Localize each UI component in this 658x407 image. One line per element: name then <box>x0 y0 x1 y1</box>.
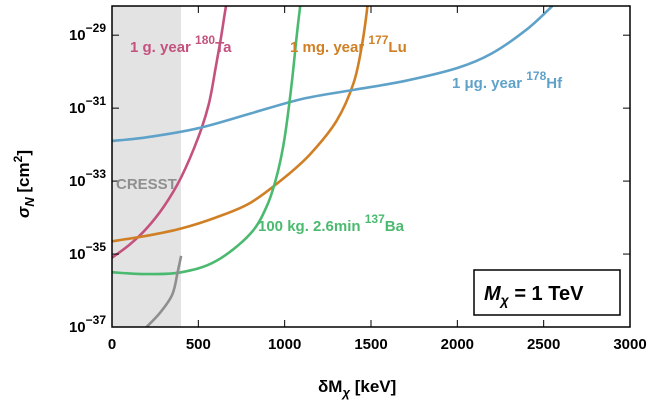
y-tick-label: 10−35 <box>69 240 106 263</box>
x-tick-label: 2000 <box>441 336 474 353</box>
series-line-hf <box>112 6 554 143</box>
x-tick-labels: 0 500 1000 1500 2000 2500 3000 <box>108 336 647 353</box>
x-tick-label: 1500 <box>354 336 387 353</box>
y-tick-label: 10−31 <box>69 94 106 117</box>
y-tick-label: 10−29 <box>69 21 106 44</box>
annotation-box: Mχ = 1 TeV <box>473 269 621 316</box>
series-line-ta <box>112 6 228 259</box>
series-label-cresst: CRESST <box>116 176 177 193</box>
x-tick-label: 1000 <box>268 336 301 353</box>
series-line-ba <box>112 6 302 276</box>
y-tick-label: 10−33 <box>69 167 106 190</box>
series-line-lu <box>112 6 369 243</box>
x-tick-label: 2500 <box>527 336 560 353</box>
series-label-ta: 1 g. year 180Ta <box>130 33 232 56</box>
y-tick-labels: 10−37 10−35 10−33 10−31 10−29 <box>69 21 106 336</box>
series-label-ba: 100 kg. 2.6min 137Ba <box>258 212 405 235</box>
series-layer <box>112 6 554 327</box>
series-line-cresst <box>145 255 183 327</box>
plot-area <box>111 5 631 328</box>
series-label-hf: 1 μg. year 178Hf <box>452 69 563 92</box>
x-tick-label: 3000 <box>613 336 646 353</box>
svg-text:Mχ = 1 TeV: Mχ = 1 TeV <box>484 283 584 308</box>
y-tick-label: 10−37 <box>69 313 106 336</box>
tick-marks <box>111 6 631 328</box>
y-axis-label: σN [cm2] <box>11 150 37 218</box>
x-tick-label: 0 <box>108 336 116 353</box>
series-label-lu: 1 mg. year 177Lu <box>290 33 407 56</box>
x-axis-label: δMχ [keV] <box>318 377 396 400</box>
x-tick-label: 500 <box>186 336 211 353</box>
